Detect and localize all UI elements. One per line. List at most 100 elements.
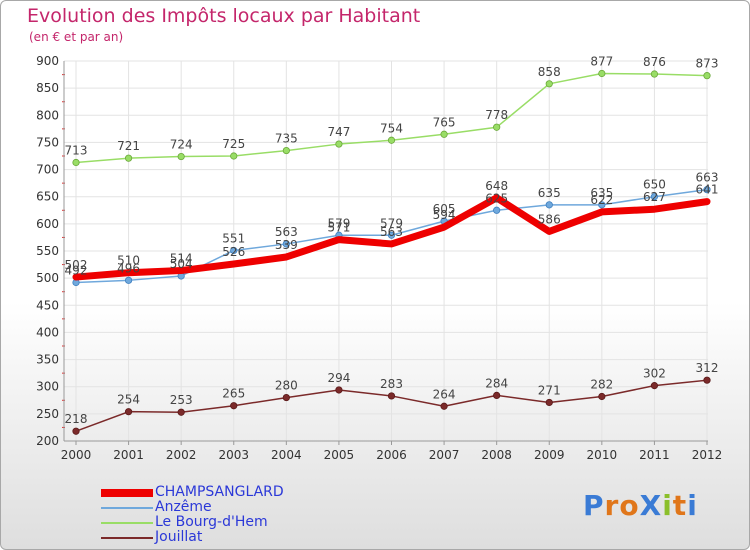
data-point-jouillat xyxy=(230,402,238,410)
data-label-champsanglard: 514 xyxy=(170,252,193,266)
data-point-le-bourg-d-hem xyxy=(545,80,553,88)
y-tick-label: 200 xyxy=(36,434,59,448)
y-tick-label: 900 xyxy=(36,54,59,68)
axes: 200 250 300 350 400 450 500 550 600 650 700 750 800 8… xyxy=(36,54,722,462)
data-label-jouillat: 218 xyxy=(65,412,88,426)
y-tick-label: 700 xyxy=(36,163,59,177)
data-point-anz-me xyxy=(124,276,133,284)
data-point-le-bourg-d-hem xyxy=(387,136,396,144)
series-line-champsanglard xyxy=(72,194,711,281)
data-point-jouillat xyxy=(387,392,396,400)
data-labels: 502 510 514 526 539 571 563 594 648 586 622 627 641 4… xyxy=(65,54,719,426)
legend-swatch-le-bourg-dhem xyxy=(101,522,153,524)
legend-label-jouillat: Jouillat xyxy=(155,529,203,545)
data-label-le-bourg-d-hem: 858 xyxy=(538,65,561,79)
data-label-jouillat: 282 xyxy=(590,377,613,391)
data-label-anz-me: 579 xyxy=(327,216,350,230)
x-tick-label: 2002 xyxy=(166,448,197,462)
data-point-anz-me xyxy=(650,193,659,201)
data-label-champsanglard: 594 xyxy=(433,208,456,222)
logo-letter: t xyxy=(672,489,688,522)
y-tick-label: 550 xyxy=(36,244,59,258)
chart-title: Evolution des Impôts locaux par Habitant xyxy=(27,5,421,27)
data-point-jouillat xyxy=(177,408,185,416)
data-label-anz-me: 551 xyxy=(222,231,245,245)
data-point-le-bourg-d-hem xyxy=(650,70,659,78)
data-point-le-bourg-d-hem xyxy=(282,146,290,155)
legend-label-le-bourg-dhem: Le Bourg-d'Hem xyxy=(155,514,268,530)
data-label-le-bourg-d-hem: 713 xyxy=(65,144,88,158)
data-point-anz-me xyxy=(703,186,711,194)
x-tick-label: 2006 xyxy=(376,448,407,462)
data-point-le-bourg-d-hem xyxy=(598,69,606,78)
data-label-champsanglard: 539 xyxy=(275,238,298,252)
data-label-anz-me: 635 xyxy=(590,186,613,200)
data-point-jouillat xyxy=(545,398,553,407)
grid xyxy=(64,60,708,442)
data-point-le-bourg-d-hem xyxy=(230,152,238,160)
data-label-jouillat: 312 xyxy=(696,361,719,375)
x-tick-label: 2003 xyxy=(218,448,249,462)
x-tick-label: 2012 xyxy=(692,448,723,462)
data-label-champsanglard: 571 xyxy=(327,221,350,235)
data-label-anz-me: 635 xyxy=(538,186,561,200)
x-tick-label: 2007 xyxy=(429,448,460,462)
x-tick-label: 2010 xyxy=(587,448,618,462)
y-tick-label: 450 xyxy=(36,298,59,312)
x-tick-label: 2000 xyxy=(61,448,92,462)
data-label-le-bourg-d-hem: 876 xyxy=(643,55,666,69)
data-label-jouillat: 294 xyxy=(327,371,350,385)
data-label-champsanglard: 563 xyxy=(380,225,403,239)
data-point-jouillat xyxy=(703,376,711,384)
y-tick-label: 600 xyxy=(36,217,59,231)
data-label-le-bourg-d-hem: 877 xyxy=(590,54,613,68)
logo-letter: X xyxy=(639,489,663,522)
legend-swatch-champsanglard xyxy=(101,489,153,497)
data-label-le-bourg-d-hem: 778 xyxy=(485,108,508,122)
logo-letter: o xyxy=(619,489,640,522)
x-tick-label: 2011 xyxy=(639,448,670,462)
data-label-jouillat: 253 xyxy=(170,393,193,407)
chart-subtitle: (en € et par an) xyxy=(29,30,124,44)
series-lines xyxy=(72,69,711,435)
logo-letter: P xyxy=(583,489,605,522)
data-label-anz-me: 492 xyxy=(65,263,88,277)
x-tick-label: 2001 xyxy=(113,448,144,462)
data-label-champsanglard: 648 xyxy=(485,179,508,193)
data-label-champsanglard: 586 xyxy=(538,212,561,226)
data-label-le-bourg-d-hem: 873 xyxy=(696,57,719,71)
data-point-jouillat xyxy=(440,402,448,410)
data-point-anz-me xyxy=(545,201,553,209)
data-label-champsanglard: 510 xyxy=(117,254,140,268)
data-label-champsanglard: 526 xyxy=(222,245,245,259)
data-label-champsanglard: 622 xyxy=(590,193,613,207)
data-point-le-bourg-d-hem xyxy=(177,152,185,161)
data-point-jouillat xyxy=(124,408,133,416)
data-point-jouillat xyxy=(282,393,290,402)
legend-swatch-jouillat xyxy=(101,537,153,539)
data-label-jouillat: 264 xyxy=(433,387,456,401)
data-label-jouillat: 265 xyxy=(222,387,245,401)
data-label-jouillat: 271 xyxy=(538,383,561,397)
y-tick-label: 250 xyxy=(36,407,59,421)
data-point-le-bourg-d-hem xyxy=(124,154,133,162)
data-label-jouillat: 254 xyxy=(117,393,140,407)
data-label-jouillat: 284 xyxy=(485,376,508,390)
x-tick-label: 2004 xyxy=(271,448,302,462)
y-tick-label: 300 xyxy=(36,380,59,394)
data-label-le-bourg-d-hem: 725 xyxy=(222,137,245,151)
data-label-jouillat: 280 xyxy=(275,379,298,393)
x-tick-label: 2005 xyxy=(324,448,355,462)
data-label-le-bourg-d-hem: 724 xyxy=(170,138,193,152)
legend-label-champsanglard: CHAMPSANGLARD xyxy=(155,484,284,500)
data-point-anz-me xyxy=(493,206,501,214)
data-label-champsanglard: 641 xyxy=(696,183,719,197)
data-point-anz-me xyxy=(387,231,396,239)
data-label-anz-me: 504 xyxy=(170,257,193,271)
data-point-jouillat xyxy=(650,382,659,390)
y-tick-label: 850 xyxy=(36,81,59,95)
data-label-le-bourg-d-hem: 754 xyxy=(380,121,403,135)
data-point-anz-me xyxy=(598,201,606,209)
